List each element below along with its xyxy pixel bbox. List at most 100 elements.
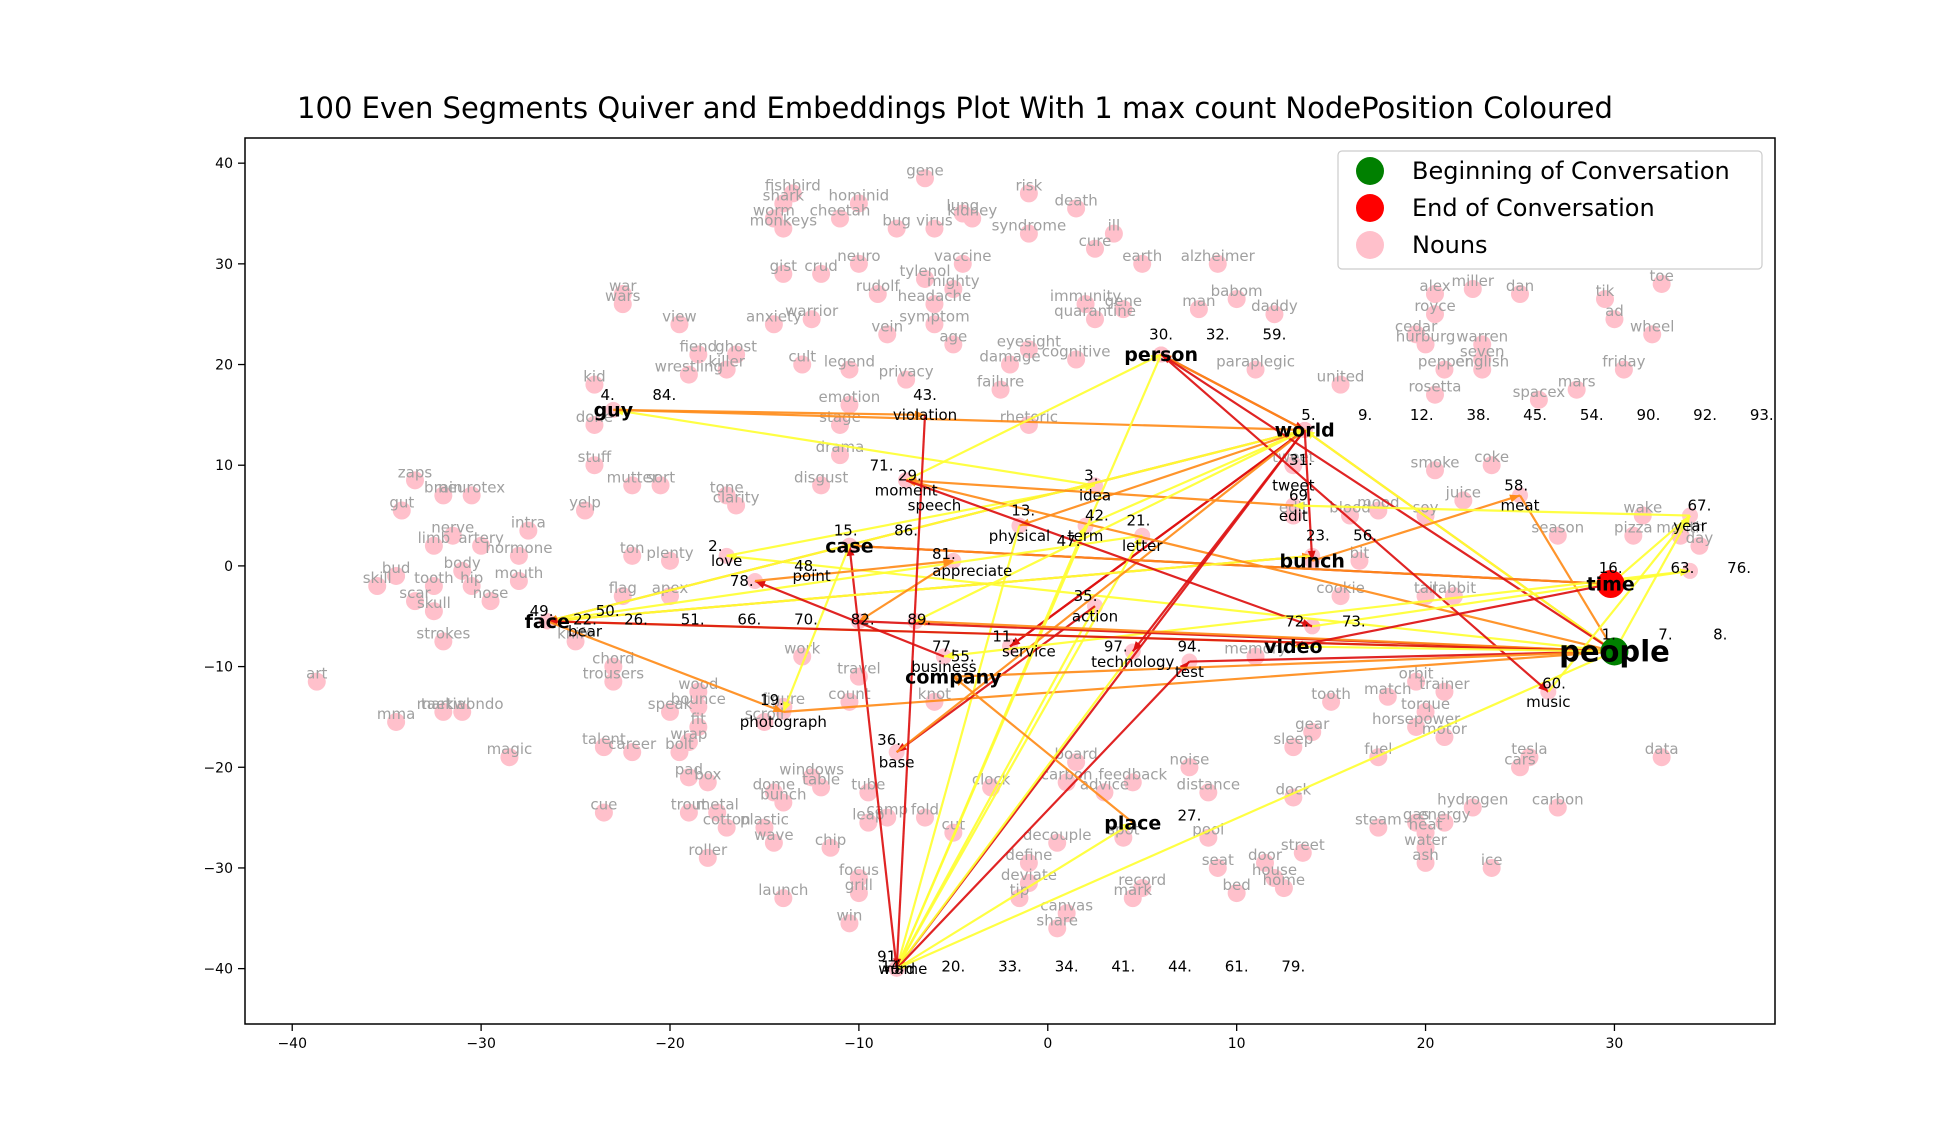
arrow-shaft (895, 525, 1021, 969)
noun-label: wheel (1630, 317, 1674, 335)
noun-point (670, 743, 689, 762)
noun-label: magic (487, 740, 533, 758)
segment-number-label: 90. (1637, 406, 1661, 424)
noun-label: rabbit (1432, 579, 1477, 597)
noun-label: warrior (785, 302, 839, 320)
noun-label: spacex (1513, 383, 1566, 401)
noun-point (1227, 290, 1246, 309)
noun-point (755, 712, 774, 731)
noun-label: kid (583, 368, 605, 386)
arrow-shaft (1293, 504, 1691, 517)
noun-point (585, 375, 604, 394)
noun-label: board (1054, 745, 1097, 763)
noun-label: stuff (578, 448, 612, 466)
noun-point (831, 415, 849, 434)
noun-label: trout (671, 796, 707, 814)
conversation-arrow (905, 479, 1313, 628)
noun-label: warren (1456, 327, 1508, 345)
conversation-arrow (846, 545, 898, 969)
y-tick-label: 40 (215, 156, 233, 172)
noun-label: vaccine (934, 247, 991, 265)
noun-point (1123, 773, 1142, 792)
segment-number-label: 49. (530, 602, 554, 620)
arrow-shaft (547, 534, 1143, 623)
noun-point (698, 773, 717, 792)
segment-number-label: 7. (1658, 625, 1672, 643)
noun-label: plenty (646, 544, 693, 562)
noun-label: data (1645, 740, 1679, 758)
noun-point (1019, 340, 1038, 359)
conversation-arrow (546, 620, 784, 713)
segment-number-label: 48. (794, 557, 818, 575)
segment-number-label: 50. (596, 602, 620, 620)
noun-label: art (306, 665, 327, 683)
noun-label: decouple (1023, 826, 1092, 844)
noun-point (1019, 853, 1038, 872)
arrow-shaft (547, 554, 1313, 623)
noun-point (1208, 254, 1227, 273)
noun-point (1473, 335, 1492, 354)
noun-point (509, 546, 528, 565)
noun-label: miller (1452, 272, 1495, 290)
noun-label: carbon (1532, 791, 1584, 809)
x-tick-label: 10 (1228, 1036, 1246, 1052)
noun-label: bed (1223, 876, 1251, 894)
noun-point (1019, 224, 1038, 243)
noun-point (1426, 461, 1444, 480)
conversation-arrow (895, 535, 1144, 970)
noun-point (1331, 587, 1350, 606)
segment-number-label: 47. (1057, 532, 1081, 550)
segment-number-label: 73. (1342, 612, 1366, 630)
marker-layer (1596, 570, 1629, 666)
noun-point (802, 768, 821, 787)
segment-number-label: 63. (1671, 559, 1695, 577)
noun-label: scar (399, 584, 431, 602)
arrow-shaft (905, 479, 1615, 653)
segment-number-label: 44. (1168, 958, 1192, 976)
segment-number-label: 4. (601, 386, 615, 404)
conversation-arrow (952, 675, 1134, 824)
noun-label: cheetah (810, 202, 871, 220)
noun-point (727, 345, 746, 364)
segment-number-label: 16. (1599, 559, 1623, 577)
segment-number-label: 1. (1602, 625, 1616, 643)
key-node-label: person (1124, 344, 1198, 366)
noun-label: metal (696, 796, 739, 814)
arrow-shaft (953, 650, 1615, 678)
noun-point (604, 672, 623, 691)
key-node-label: meat (1501, 497, 1540, 515)
segment-number-label: 12. (1410, 406, 1434, 424)
conversation-arrow (1303, 429, 1316, 561)
noun-point (453, 702, 472, 721)
noun-point (1435, 728, 1454, 747)
segment-number-label: 55. (951, 648, 975, 666)
noun-point (462, 577, 481, 596)
noun-point (1293, 843, 1312, 862)
noun-label: nose (473, 584, 509, 602)
noun-point (585, 456, 604, 475)
arrow-head (1538, 682, 1549, 692)
key-labels: people time world person guy case bunch face vid… (525, 344, 1708, 978)
arrow-head (1122, 822, 1133, 832)
noun-label: friday (1602, 353, 1645, 371)
noun-point (623, 743, 642, 762)
noun-label: career (608, 735, 657, 753)
noun-label: war (609, 277, 637, 295)
noun-point (1444, 587, 1463, 606)
noun-label: horsepower (1372, 710, 1461, 728)
noun-label: knot (918, 685, 951, 703)
noun-point (1463, 798, 1482, 817)
arrow-head (849, 542, 860, 551)
arrow-shaft (1547, 514, 1691, 693)
x-tick-label: −10 (844, 1036, 874, 1052)
noun-label: shark (763, 186, 805, 204)
legend-swatch (1356, 231, 1384, 259)
key-node-label: action (1072, 607, 1118, 625)
noun-label: speak (648, 695, 693, 713)
arrow-head (1077, 525, 1086, 537)
key-node-label: letter (1122, 537, 1163, 555)
noun-point (1614, 360, 1633, 379)
noun-point (821, 838, 840, 857)
noun-label: focus (839, 861, 879, 879)
key-node-label: point (793, 567, 831, 585)
